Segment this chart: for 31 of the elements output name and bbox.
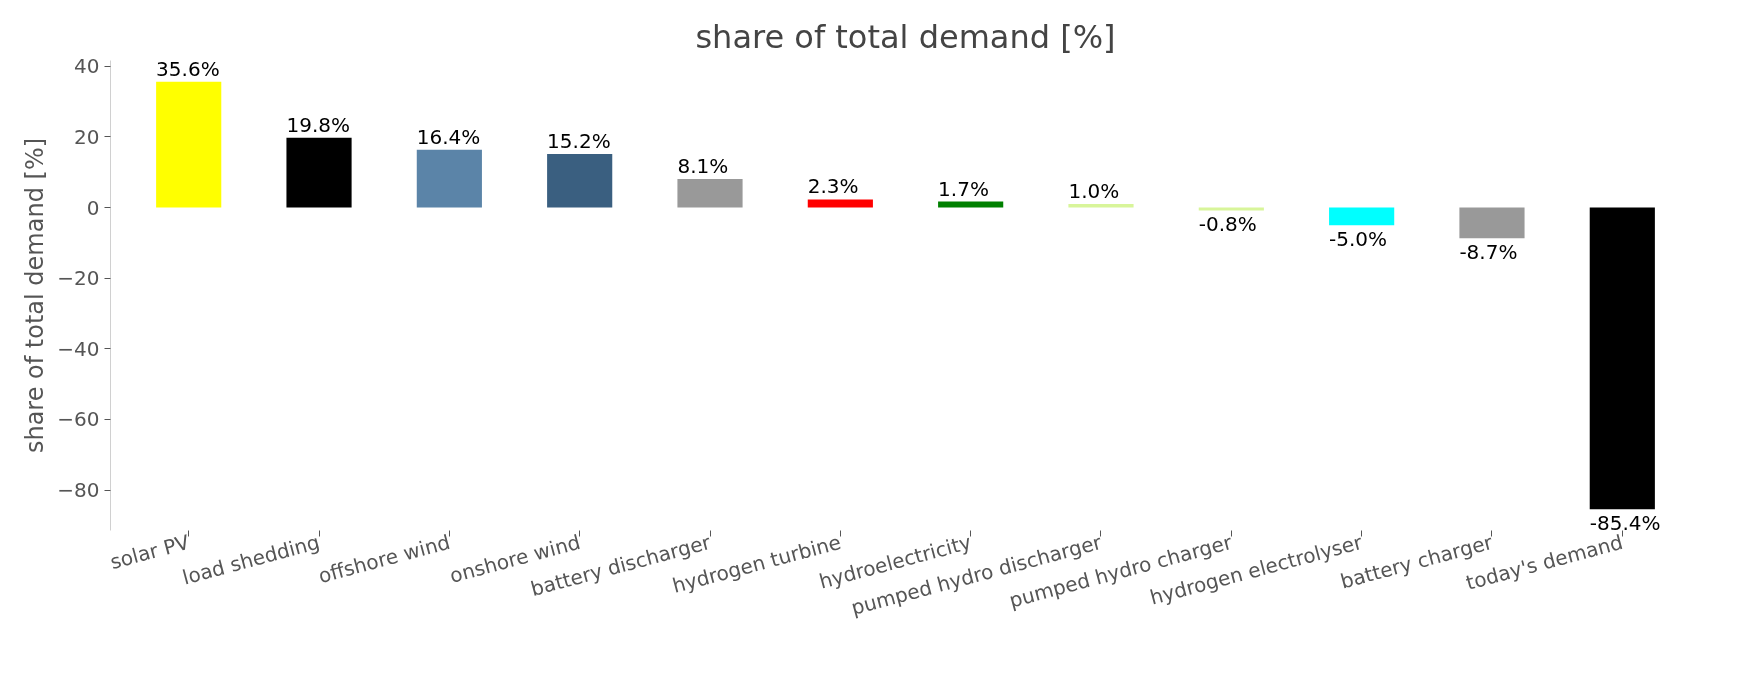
- y-axis-title: share of total demand [%]: [21, 137, 50, 454]
- bar: [156, 81, 222, 208]
- data-label: -5.0%: [1329, 227, 1388, 252]
- data-label: 16.4%: [416, 124, 481, 149]
- chart-title: share of total demand [%]: [695, 17, 1116, 56]
- bar: [1459, 207, 1525, 239]
- data-label: 1.7%: [938, 176, 989, 201]
- bar: [286, 137, 352, 208]
- y-tick-label: −60: [57, 407, 100, 432]
- y-tick-label: −80: [57, 478, 100, 503]
- bar: [807, 199, 873, 208]
- data-label: 2.3%: [807, 174, 859, 199]
- y-tick-label: 20: [74, 124, 100, 149]
- data-label: 35.6%: [156, 56, 220, 81]
- bar: [677, 178, 743, 208]
- bar: [547, 153, 613, 208]
- y-tick-label: −20: [57, 266, 100, 291]
- data-label: 19.8%: [286, 112, 350, 137]
- data-label: 8.1%: [677, 153, 729, 178]
- data-label: -8.7%: [1459, 240, 1518, 265]
- y-tick-label: 0: [86, 195, 100, 220]
- bar: [1068, 204, 1134, 208]
- bar: [416, 149, 482, 208]
- bar: [1589, 207, 1655, 510]
- data-label: 15.2%: [547, 128, 611, 153]
- bar: [938, 201, 1004, 208]
- y-tick-label: −40: [57, 336, 100, 361]
- bar: [1329, 207, 1395, 226]
- data-label: 1.0%: [1068, 179, 1120, 204]
- data-label: -0.8%: [1198, 212, 1257, 237]
- y-tick-label: 40: [74, 54, 100, 79]
